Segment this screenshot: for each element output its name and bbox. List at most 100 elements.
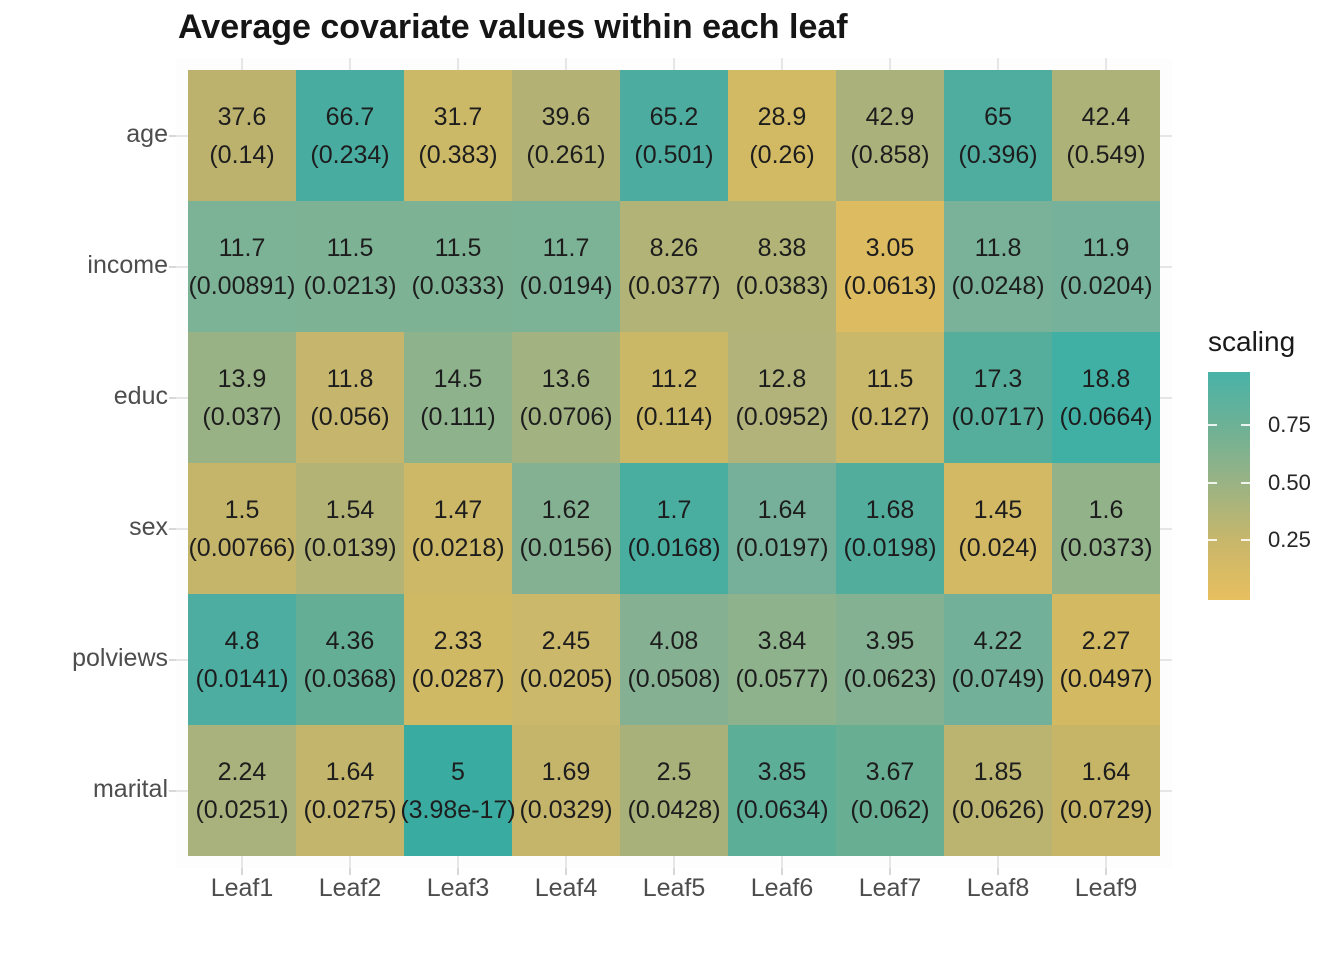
heatmap-cell-sex-Leaf9: 1.6 (0.0373) [1052,463,1160,594]
cell-standard-error: (0.0198) [843,533,937,562]
cell-standard-error: (0.26) [749,140,815,169]
cell-mean-value: 12.8 [757,364,807,393]
heatmap-cell-income-Leaf9: 11.9 (0.0204) [1052,201,1160,332]
cell-mean-value: 2.45 [541,626,591,655]
heatmap-cell-educ-Leaf2: 11.8 (0.056) [296,332,404,463]
cell-standard-error: (0.549) [1066,140,1146,169]
cell-standard-error: (0.0577) [735,664,829,693]
heatmap-cell-income-Leaf1: 11.7 (0.00891) [188,201,296,332]
gridline-stub-top [997,58,999,70]
gridline-stub-bottom [997,856,999,868]
legend-colorbar [1208,372,1250,600]
x-axis-label-Leaf2: Leaf2 [318,874,382,902]
heatmap-cell-sex-Leaf3: 1.47 (0.0218) [404,463,512,594]
heatmap-cell-income-Leaf8: 11.8 (0.0248) [944,201,1052,332]
heatmap-cell-marital-Leaf6: 3.85 (0.0634) [728,725,836,856]
heatmap-cell-age-Leaf4: 39.6 (0.261) [512,70,620,201]
x-axis-label-Leaf7: Leaf7 [858,874,922,902]
x-axis-label-Leaf5: Leaf5 [642,874,706,902]
cell-standard-error: (0.0717) [951,402,1045,431]
y-axis-label-income: income [87,250,168,279]
plot-title: Average covariate values within each lea… [178,8,848,46]
gridline-stub-bottom [673,856,675,868]
heatmap-cell-educ-Leaf4: 13.6 (0.0706) [512,332,620,463]
heatmap-cell-educ-Leaf9: 18.8 (0.0664) [1052,332,1160,463]
y-axis-label-age: age [126,119,168,148]
cell-standard-error: (0.127) [850,402,930,431]
gridline-stub-bottom [457,856,459,868]
cell-mean-value: 39.6 [541,102,591,131]
cell-mean-value: 42.9 [865,102,915,131]
cell-standard-error: (0.0428) [627,795,721,824]
cell-mean-value: 18.8 [1081,364,1131,393]
heatmap-cell-sex-Leaf5: 1.7 (0.0168) [620,463,728,594]
cell-standard-error: (0.383) [418,140,498,169]
heatmap-cell-polviews-Leaf7: 3.95 (0.0623) [836,594,944,725]
x-axis-tick [565,868,567,875]
cell-mean-value: 1.64 [1081,757,1131,786]
legend-tick-line [1241,539,1250,541]
cell-standard-error: (0.024) [958,533,1038,562]
cell-standard-error: (0.0248) [951,271,1045,300]
gridline-stub-top [889,58,891,70]
cell-standard-error: (0.0213) [303,271,397,300]
legend-tick-label: 0.25 [1268,527,1311,552]
heatmap-cell-age-Leaf2: 66.7 (0.234) [296,70,404,201]
heatmap-cell-income-Leaf6: 8.38 (0.0383) [728,201,836,332]
cell-standard-error: (0.00891) [188,271,296,300]
cell-mean-value: 3.95 [865,626,915,655]
cell-mean-value: 4.8 [224,626,260,655]
gridline-stub-top [241,58,243,70]
heatmap-cell-polviews-Leaf2: 4.36 (0.0368) [296,594,404,725]
heatmap-cell-age-Leaf8: 65 (0.396) [944,70,1052,201]
cell-standard-error: (0.396) [958,140,1038,169]
cell-mean-value: 31.7 [433,102,483,131]
cell-mean-value: 1.7 [656,495,692,524]
x-axis-tick [241,868,243,875]
cell-standard-error: (0.114) [635,402,713,431]
cell-mean-value: 65.2 [649,102,699,131]
cell-mean-value: 1.62 [541,495,591,524]
cell-standard-error: (0.0634) [735,795,829,824]
cell-mean-value: 11.8 [326,364,374,393]
cell-standard-error: (0.0194) [519,271,613,300]
x-axis-label-Leaf3: Leaf3 [426,874,490,902]
cell-standard-error: (0.062) [850,795,930,824]
gridline-stub-left [176,134,188,137]
cell-standard-error: (0.0626) [951,795,1045,824]
heatmap-cell-polviews-Leaf4: 2.45 (0.0205) [512,594,620,725]
cell-standard-error: (0.0329) [519,795,613,824]
gridline-stub-right [1160,134,1172,137]
cell-mean-value: 3.84 [757,626,807,655]
cell-standard-error: (0.261) [526,140,606,169]
cell-mean-value: 1.64 [325,757,375,786]
heatmap-cell-sex-Leaf8: 1.45 (0.024) [944,463,1052,594]
cell-standard-error: (0.0664) [1059,402,1153,431]
cell-standard-error: (0.0383) [735,271,829,300]
heatmap-tile-grid: 37.6 (0.14) 66.7 (0.234) 31.7 (0.383) 39.6 (0.2… [188,70,1160,856]
heatmap-cell-sex-Leaf1: 1.5 (0.00766) [188,463,296,594]
cell-standard-error: (3.98e-17) [400,795,516,824]
heatmap-cell-sex-Leaf2: 1.54 (0.0139) [296,463,404,594]
cell-mean-value: 8.38 [757,233,807,262]
x-axis-label-Leaf8: Leaf8 [966,874,1030,902]
cell-standard-error: (0.0218) [411,533,505,562]
heatmap-cell-income-Leaf2: 11.5 (0.0213) [296,201,404,332]
heatmap-cell-marital-Leaf4: 1.69 (0.0329) [512,725,620,856]
gridline-stub-top [565,58,567,70]
heatmap-cell-educ-Leaf7: 11.5 (0.127) [836,332,944,463]
cell-mean-value: 1.85 [973,757,1023,786]
x-axis-label-Leaf4: Leaf4 [534,874,598,902]
heatmap-cell-educ-Leaf8: 17.3 (0.0717) [944,332,1052,463]
cell-mean-value: 1.64 [757,495,807,524]
cell-mean-value: 11.7 [542,233,590,262]
y-axis-label-educ: educ [113,381,168,410]
heatmap-cell-income-Leaf7: 3.05 (0.0613) [836,201,944,332]
y-axis-tick [169,527,176,530]
x-axis-tick [889,868,891,875]
heatmap-cell-marital-Leaf1: 2.24 (0.0251) [188,725,296,856]
cell-mean-value: 37.6 [217,102,267,131]
heatmap-cell-age-Leaf7: 42.9 (0.858) [836,70,944,201]
cell-mean-value: 2.24 [217,757,267,786]
